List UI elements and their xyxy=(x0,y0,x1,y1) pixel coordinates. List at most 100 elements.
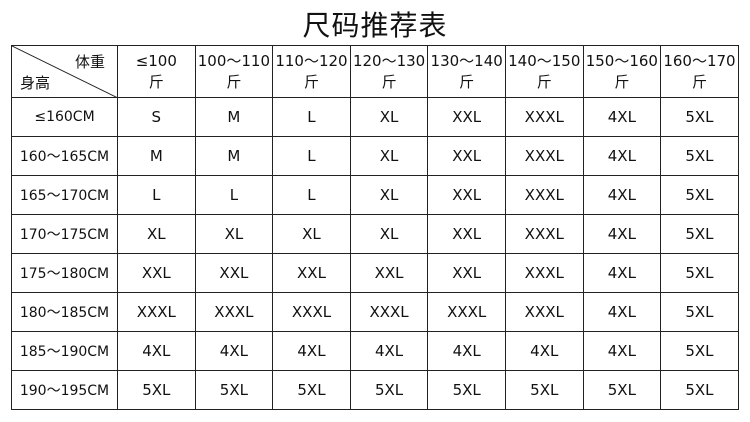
size-cell: L xyxy=(272,175,351,215)
weight-range: 110～120 xyxy=(275,51,348,70)
height-range: 180～185CM xyxy=(11,292,118,332)
table-row: 175～180CM XXL XXL XXL XXL XXL XXXL 4XL 5XL xyxy=(11,253,739,293)
size-cell: XXXL xyxy=(504,253,584,293)
size-cell: 4XL xyxy=(582,292,662,332)
size-cell: 5XL xyxy=(349,370,429,410)
table-row: 180～185CM XXXL XXXL XXXL XXXL XXXL XXXL 4XL 5XL xyxy=(11,292,739,332)
weight-range: 130～140 xyxy=(430,51,503,70)
table-row: 170～175CM XL XL XL XL XXL XXXL 4XL 5XL xyxy=(11,214,739,254)
weight-range: 160～170 xyxy=(663,51,736,70)
weight-unit: 斤 xyxy=(226,72,242,91)
size-cell: XXXL xyxy=(117,292,196,332)
column-header: 100～110 斤 xyxy=(194,45,274,98)
height-label: 身高 xyxy=(20,74,51,92)
size-cell: XXL xyxy=(427,214,506,254)
size-cell: XXXL xyxy=(504,292,584,332)
size-cell: 5XL xyxy=(660,292,739,332)
size-cell: 4XL xyxy=(582,97,662,137)
size-cell: XL xyxy=(349,175,429,215)
size-cell: L xyxy=(194,175,274,215)
table-row: 160～165CM M M L XL XXL XXXL 4XL 5XL xyxy=(11,136,739,176)
size-cell: XXXL xyxy=(504,136,584,176)
size-cell: XXL xyxy=(194,253,274,293)
column-header: 120～130 斤 xyxy=(349,45,429,98)
weight-range: 150～160 xyxy=(585,51,658,70)
height-range: 175～180CM xyxy=(11,253,118,293)
size-cell: 5XL xyxy=(660,97,739,137)
size-cell: XL xyxy=(349,97,429,137)
size-cell: XL xyxy=(117,214,196,254)
size-cell: XXXL xyxy=(504,97,584,137)
size-cell: L xyxy=(117,175,196,215)
size-cell: XL xyxy=(349,214,429,254)
size-cell: 5XL xyxy=(660,136,739,176)
size-cell: XXXL xyxy=(272,292,351,332)
size-cell: 4XL xyxy=(582,136,662,176)
size-cell: 4XL xyxy=(582,253,662,293)
size-cell: 4XL xyxy=(272,331,351,371)
column-header: 140～150 斤 xyxy=(504,45,584,98)
size-cell: 4XL xyxy=(194,331,274,371)
size-cell: XL xyxy=(349,136,429,176)
height-range: 170～175CM xyxy=(11,214,118,254)
size-cell: XXL xyxy=(427,136,506,176)
size-cell: XXL xyxy=(272,253,351,293)
weight-unit: 斤 xyxy=(691,72,707,91)
height-range: 185～190CM xyxy=(11,331,118,371)
size-cell: XXL xyxy=(427,97,506,137)
height-range: 160～165CM xyxy=(11,136,118,176)
size-cell: 4XL xyxy=(582,331,662,371)
column-header: 130～140 斤 xyxy=(427,45,506,98)
size-cell: L xyxy=(272,136,351,176)
size-chart-table: 体重 身高 ≤100 斤 100～110 斤 110～120 斤 120～130 斤 130～140… xyxy=(11,45,739,410)
weight-range: 100～110 xyxy=(197,51,271,70)
table-row: 190～195CM 5XL 5XL 5XL 5XL 5XL 5XL 5XL 5XL xyxy=(11,370,739,410)
size-cell: 5XL xyxy=(117,370,196,410)
weight-label: 体重 xyxy=(74,53,105,71)
size-cell: 5XL xyxy=(660,175,739,215)
size-cell: 5XL xyxy=(660,331,739,371)
size-cell: 4XL xyxy=(427,331,506,371)
table-row: ≤160CM S M L XL XXL XXXL 4XL 5XL xyxy=(11,97,739,137)
size-cell: 5XL xyxy=(660,253,739,293)
diagonal-divider xyxy=(12,46,118,98)
size-cell: S xyxy=(117,97,196,137)
size-cell: 5XL xyxy=(504,370,584,410)
size-cell: 4XL xyxy=(582,214,662,254)
size-cell: 4XL xyxy=(504,331,584,371)
size-cell: 4XL xyxy=(117,331,196,371)
weight-unit: 斤 xyxy=(614,72,630,91)
weight-unit: 斤 xyxy=(459,72,475,91)
header-row: 体重 身高 ≤100 斤 100～110 斤 110～120 斤 120～130 斤 130～140… xyxy=(11,45,739,98)
height-range: 190～195CM xyxy=(11,370,118,410)
weight-range: 120～130 xyxy=(352,51,426,70)
weight-unit: 斤 xyxy=(148,72,164,91)
weight-unit: 斤 xyxy=(303,72,319,91)
size-cell: 5XL xyxy=(660,370,739,410)
size-cell: 5XL xyxy=(272,370,351,410)
size-cell: XXL xyxy=(349,253,429,293)
height-range: 165～170CM xyxy=(11,175,118,215)
size-cell: XXXL xyxy=(349,292,429,332)
column-header: 150～160 斤 xyxy=(582,45,662,98)
height-range: ≤160CM xyxy=(11,97,118,137)
size-cell: 4XL xyxy=(349,331,429,371)
size-cell: XL xyxy=(272,214,351,254)
size-cell: XXL xyxy=(427,175,506,215)
size-cell: 4XL xyxy=(582,175,662,215)
size-cell: XXL xyxy=(117,253,196,293)
size-cell: 5XL xyxy=(427,370,506,410)
column-header: ≤100 斤 xyxy=(117,45,196,98)
size-cell: 5XL xyxy=(194,370,274,410)
size-cell: XXXL xyxy=(504,214,584,254)
table-row: 165～170CM L L L XL XXL XXXL 4XL 5XL xyxy=(11,175,739,215)
size-cell: M xyxy=(194,97,274,137)
size-cell: XXXL xyxy=(427,292,506,332)
weight-range: ≤100 xyxy=(135,51,177,70)
size-cell: XL xyxy=(194,214,274,254)
size-cell: 5XL xyxy=(582,370,662,410)
size-cell: 5XL xyxy=(660,214,739,254)
column-header: 160～170 斤 xyxy=(660,45,739,98)
size-cell: XXXL xyxy=(194,292,274,332)
table-row: 185～190CM 4XL 4XL 4XL 4XL 4XL 4XL 4XL 5XL xyxy=(11,331,739,371)
